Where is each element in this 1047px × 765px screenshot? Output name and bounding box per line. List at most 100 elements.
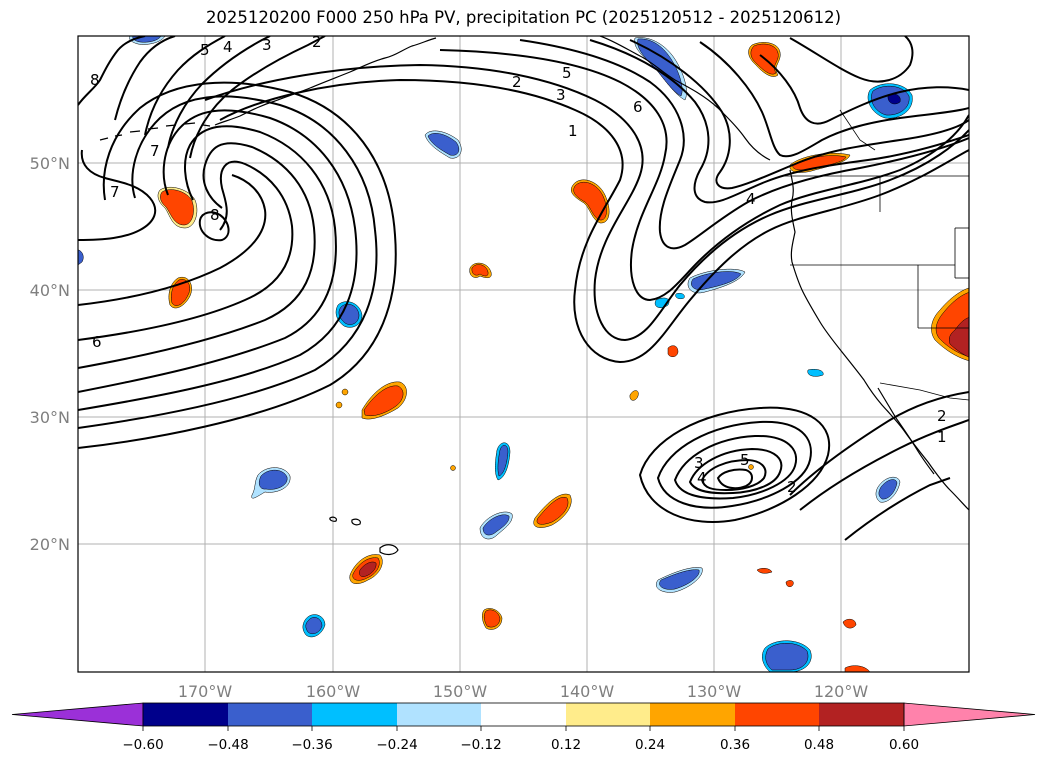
contour-label: 8 [90, 71, 100, 89]
precip-blob [483, 609, 501, 628]
pv-contour [189, 36, 326, 159]
precip-blob [160, 189, 194, 226]
pv-contour [699, 41, 969, 158]
pv-contours [78, 36, 969, 541]
colorbar-outline [142, 702, 905, 727]
colorbar-segment [566, 703, 650, 726]
pv-contour [439, 49, 969, 302]
lon-label: 120°W [814, 682, 869, 701]
contour-label: 3 [556, 86, 566, 104]
precip-blob [363, 385, 404, 416]
colorbar-ticks [142, 726, 905, 731]
colorbar-tick-label: −0.36 [291, 737, 332, 753]
pv-contour [673, 434, 798, 500]
colorbar-tick-label: −0.24 [376, 737, 417, 753]
contour-label: 6 [633, 98, 643, 116]
hawaii-island [351, 518, 361, 526]
lon-label: 150°W [433, 682, 488, 701]
pv-contour [78, 160, 294, 341]
pv-contour [198, 211, 230, 242]
contour-label: 4 [223, 38, 233, 56]
precip-dot [341, 388, 349, 396]
colorbar-tick-label: 0.60 [889, 737, 919, 753]
pv-contour [78, 109, 358, 411]
pv-contour [114, 36, 176, 121]
pv-contour [144, 36, 226, 136]
precip-blob [765, 643, 809, 671]
north-america-coast [789, 169, 969, 511]
pv-contour [78, 36, 146, 106]
precip-blob [878, 479, 898, 500]
precip-blob [659, 569, 700, 590]
colorbar-extend-min [11, 702, 144, 727]
precip-blob [471, 264, 489, 277]
precip-blob [78, 249, 84, 266]
precip-blob [427, 133, 460, 156]
pv-contour [638, 406, 831, 524]
lon-label: 130°W [687, 682, 742, 701]
colorbar: −0.60 −0.48 −0.36 −0.24 −0.12 0.12 0.24 … [11, 702, 1036, 753]
contour-label: 2 [937, 407, 947, 425]
contour-label: 4 [746, 190, 756, 208]
precip-blob [482, 514, 510, 536]
colorbar-tick-label: −0.60 [122, 737, 163, 753]
pv-contour [78, 95, 378, 429]
contour-label: 1 [937, 428, 947, 446]
pv-contour [167, 36, 271, 149]
contour-labels: 5 4 3 2 8 7 7 8 6 2 5 3 6 1 4 3 5 4 2 2 … [90, 33, 947, 496]
precip-positive-areas [157, 42, 969, 672]
precip-blob [629, 390, 639, 401]
contour-label: 2 [512, 73, 522, 91]
contour-label: 3 [262, 36, 272, 54]
precip-blob [807, 368, 824, 377]
pv-contour [789, 36, 914, 83]
lon-label: 140°W [560, 682, 615, 701]
contour-label: 8 [210, 206, 220, 224]
pv-contour [219, 78, 969, 364]
colorbar-segment [819, 703, 904, 726]
colorbar-tick-label: 0.12 [551, 737, 581, 753]
contour-label: 1 [568, 122, 578, 140]
contour-label: 5 [740, 451, 750, 469]
contour-label: 3 [694, 454, 704, 472]
precip-blob [675, 292, 685, 300]
lat-label: 40°N [30, 281, 70, 300]
pv-contour [629, 39, 969, 190]
colorbar-segment [397, 703, 481, 726]
pv-contour [799, 419, 969, 511]
precip-blob [756, 568, 773, 574]
political-borders [780, 109, 969, 401]
hawaii-island [329, 516, 338, 522]
contour-label: 7 [110, 183, 120, 201]
precip-blob [844, 665, 871, 672]
colorbar-tick-label: 0.48 [804, 737, 834, 753]
pv-contour [78, 149, 157, 241]
pv-contour [78, 81, 397, 449]
pv-contour [688, 447, 783, 495]
lat-label: 20°N [30, 535, 70, 554]
precip-dot [450, 465, 456, 471]
colorbar-tick-label: 0.36 [720, 737, 750, 753]
colorbar-tick-label: 0.24 [635, 737, 665, 753]
pv-contour [759, 54, 969, 125]
pv-contour [700, 458, 767, 492]
precip-blob [258, 469, 288, 490]
colorbar-tick-label: −0.48 [207, 737, 248, 753]
pv-contour [789, 391, 969, 496]
precip-blob [359, 561, 377, 577]
precip-blob [948, 317, 969, 358]
contour-label: 2 [312, 33, 322, 51]
map-frame [77, 35, 970, 673]
colorbar-segment [312, 703, 397, 726]
precip-blob [785, 580, 794, 588]
baja-coast [877, 387, 935, 475]
colorbar-segment [650, 703, 735, 726]
map-title: 2025120200 F000 250 hPa PV, precipitatio… [205, 8, 842, 27]
colorbar-segment [735, 703, 819, 726]
colorbar-segment [228, 703, 312, 726]
colorbar-segment [481, 703, 566, 726]
lon-label: 170°W [178, 682, 233, 701]
precip-blob [536, 497, 569, 525]
colorbar-segment [143, 703, 228, 726]
precip-blob [497, 445, 509, 477]
